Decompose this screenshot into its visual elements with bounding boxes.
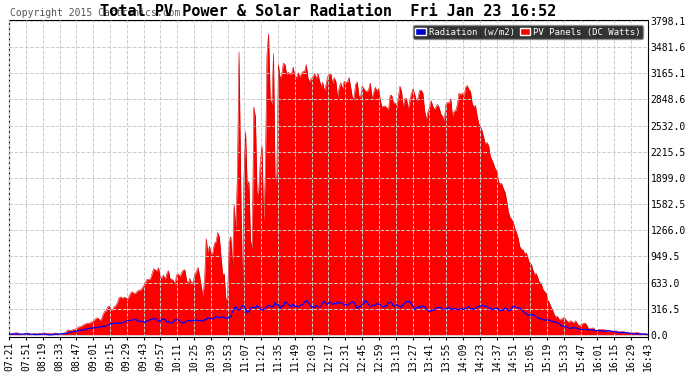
Legend: Radiation (w/m2), PV Panels (DC Watts): Radiation (w/m2), PV Panels (DC Watts) <box>413 25 643 39</box>
Title: Total PV Power & Solar Radiation  Fri Jan 23 16:52: Total PV Power & Solar Radiation Fri Jan… <box>100 4 557 19</box>
Text: Copyright 2015 Cartronics.com: Copyright 2015 Cartronics.com <box>10 8 180 18</box>
